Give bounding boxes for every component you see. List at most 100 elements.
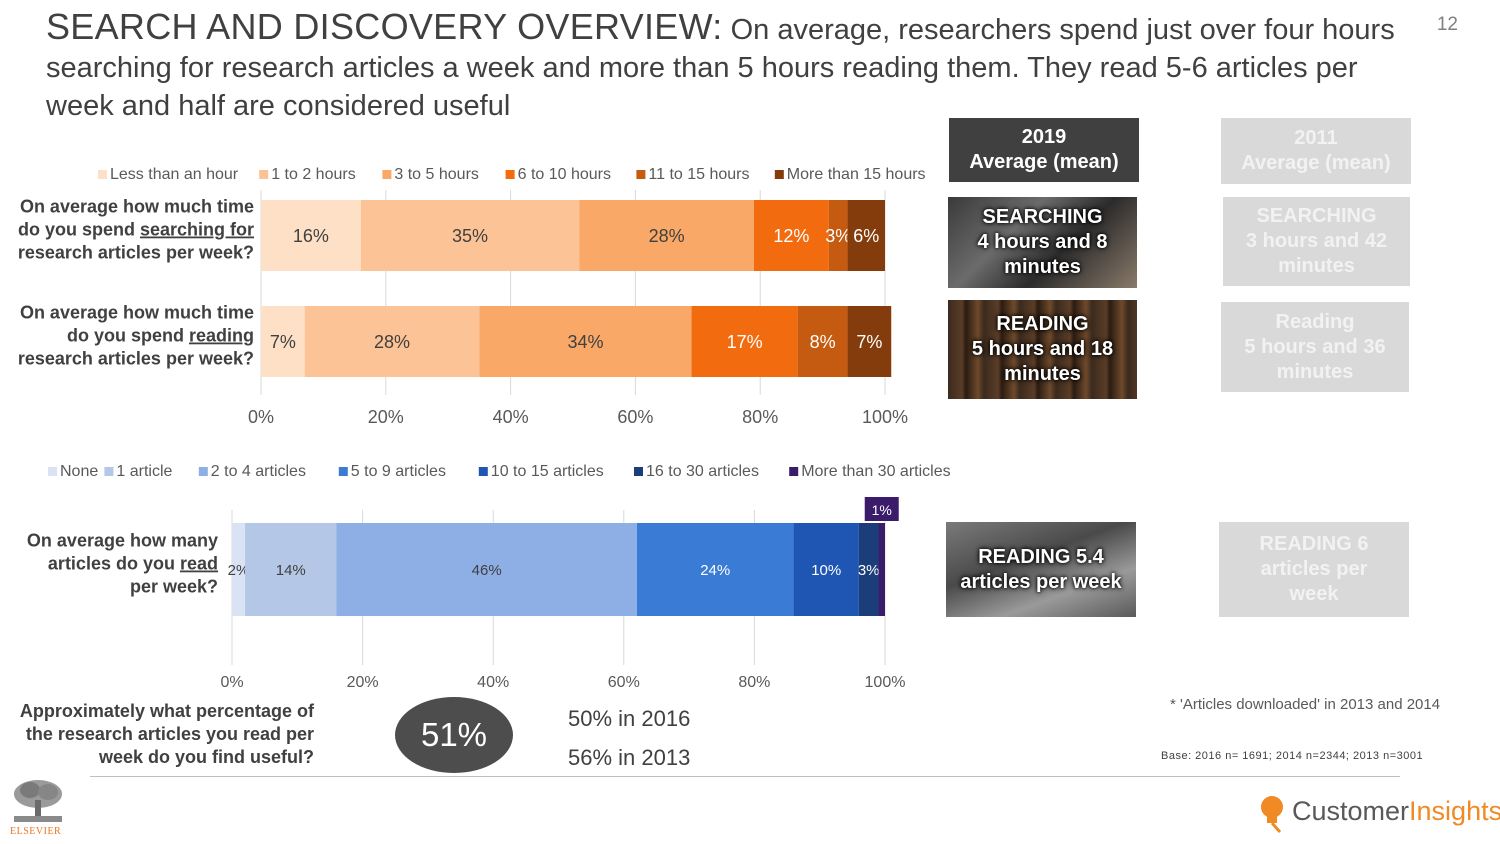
panel-2019-header: 2019 Average (mean): [949, 118, 1139, 182]
brand-part2: Insights: [1409, 796, 1500, 826]
legend-swatch: [98, 170, 107, 179]
category-label-line: do you spend searching for: [18, 220, 254, 240]
bar-segment: [479, 306, 692, 377]
bar-segment: [261, 306, 305, 377]
data-label: 35%: [452, 226, 488, 246]
x-tick-label: 100%: [865, 674, 906, 691]
legend-label: 1 article: [116, 463, 172, 480]
x-tick-label: 0%: [220, 674, 243, 691]
x-tick-label: 60%: [608, 674, 640, 691]
data-label: 34%: [567, 332, 603, 352]
panel-2019-reading: READING 5 hours and 18 minutes: [948, 300, 1137, 399]
bar-segment: [847, 200, 885, 271]
bar-segment: [847, 306, 892, 377]
legend-swatch: [104, 467, 114, 476]
data-label: 17%: [727, 332, 763, 352]
x-tick-label: 0%: [248, 407, 274, 427]
page-title: SEARCH AND DISCOVERY OVERVIEW: On averag…: [46, 8, 1426, 125]
footer-divider: [90, 776, 1400, 777]
bar-segment: [793, 523, 859, 616]
useful-compare-2016: 50% in 2016: [568, 706, 691, 731]
bar-segment: [828, 200, 848, 271]
legend-label: 16 to 30 articles: [646, 463, 759, 480]
data-label: 12%: [773, 226, 809, 246]
panel-2019-articles: READING 5.4 articles per week: [946, 522, 1136, 617]
panel-2011-reading: Reading 5 hours and 36 minutes: [1221, 302, 1409, 392]
legend-swatch: [198, 467, 208, 476]
data-label: 8%: [810, 332, 836, 352]
legend-swatch: [338, 467, 348, 476]
data-label: 6%: [853, 226, 879, 246]
legend-label: More than 30 articles: [801, 463, 950, 480]
category-label-line: On average how much time: [20, 303, 254, 323]
bar-segment: [636, 523, 794, 616]
category-label-line: research articles per week?: [18, 349, 254, 369]
x-tick-label: 40%: [493, 407, 529, 427]
legend-swatch: [259, 170, 269, 179]
x-tick-label: 80%: [742, 407, 778, 427]
bar-segment: [878, 523, 885, 616]
legend-label: 3 to 5 hours: [394, 166, 479, 183]
category-label-line: On average how many: [27, 531, 218, 551]
data-label: 10%: [811, 562, 841, 579]
legend-label: 6 to 10 hours: [518, 166, 611, 183]
useful-value-badge: 51%: [395, 697, 513, 773]
title-sub: On average, researchers spend just over …: [46, 14, 1395, 122]
panel-2011-header: 2011 Average (mean): [1221, 118, 1411, 184]
data-label: 2%: [228, 562, 250, 579]
legend-label: 2 to 4 articles: [211, 463, 306, 480]
useful-question: Approximately what percentage of the res…: [19, 701, 314, 767]
legend-swatch: [636, 170, 646, 179]
x-tick-label: 20%: [368, 407, 404, 427]
category-label-line: research articles per week?: [18, 243, 254, 263]
bar-segment: [245, 523, 337, 616]
data-label: 16%: [293, 226, 329, 246]
brand-logo: CustomerInsights: [1292, 796, 1500, 827]
articles-chart: 0% 20% 40% 60% 80% 100% None 1 article 2 to 4 ar…: [27, 463, 951, 691]
data-label: 14%: [276, 562, 306, 579]
footnote: * 'Articles downloaded' in 2013 and 2014: [1170, 696, 1441, 713]
legend-swatch: [48, 467, 57, 476]
x-tick-label: 80%: [738, 674, 770, 691]
legend-swatch: [789, 467, 799, 476]
legend-label: Less than an hour: [110, 166, 239, 183]
time-chart: 0% 20% 40% 60% 80% 100% Less than an hour 1 to …: [18, 166, 926, 427]
data-label: 3%: [825, 226, 851, 246]
useful-compare-2013: 56% in 2013: [568, 745, 691, 770]
bar-segment: [579, 200, 754, 271]
legend-label: 1 to 2 hours: [271, 166, 356, 183]
bar-segment: [360, 200, 580, 271]
brand-part1: Customer: [1292, 796, 1410, 826]
title-main: SEARCH AND DISCOVERY OVERVIEW:: [46, 6, 723, 47]
bar-segment: [336, 523, 637, 616]
category-label-line: do you spend reading: [67, 326, 254, 346]
x-tick-label: 60%: [617, 407, 653, 427]
data-label: 7%: [270, 332, 296, 352]
bar-segment: [232, 523, 246, 616]
data-label: 24%: [700, 562, 730, 579]
legend-swatch: [505, 170, 515, 179]
panel-2019-searching: SEARCHING 4 hours and 8 minutes: [948, 197, 1137, 288]
elsevier-logo-text: ELSEVIER: [10, 826, 62, 837]
data-label: 28%: [374, 332, 410, 352]
category-label-line: On average how much time: [20, 197, 254, 217]
x-tick-label: 20%: [347, 674, 379, 691]
bar-segment: [858, 523, 879, 616]
legend-label: 10 to 15 articles: [491, 463, 604, 480]
legend-swatch: [382, 170, 392, 179]
data-label: 46%: [472, 562, 502, 579]
legend-label: More than 15 hours: [787, 166, 926, 183]
panel-2011-articles: READING 6 articles per week: [1219, 522, 1409, 617]
lightbulb-icon: [1261, 796, 1283, 833]
bar-segment: [261, 200, 361, 271]
legend-swatch: [774, 170, 784, 179]
bar-segment: [797, 306, 848, 377]
legend-label: None: [60, 463, 98, 480]
legend-swatch: [634, 467, 643, 476]
bar-segment: [691, 306, 798, 377]
slide-number: 12: [1436, 14, 1458, 35]
category-label-line: per week?: [130, 577, 218, 597]
x-tick-label: 100%: [862, 407, 908, 427]
x-tick-label: 40%: [477, 674, 509, 691]
bar-segment: [304, 306, 480, 377]
